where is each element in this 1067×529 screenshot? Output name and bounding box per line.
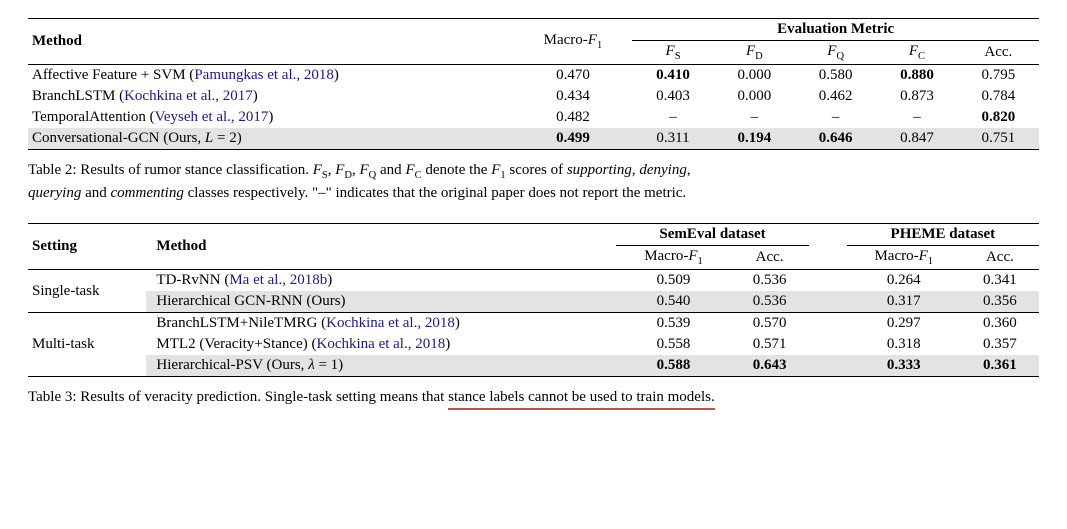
table-row: Multi-taskBranchLSTM+NileTMRG (Kochkina …: [28, 313, 1039, 335]
value-cell: 0.570: [731, 313, 809, 335]
t2-eval-header: Evaluation Metric: [632, 19, 1039, 41]
value-cell: 0.536: [731, 270, 809, 292]
spacer-cell: [809, 291, 847, 313]
spacer-cell: [809, 334, 847, 355]
value-cell: 0.360: [961, 313, 1039, 335]
t3-s-acc: Acc.: [731, 246, 809, 270]
value-cell: 0.643: [731, 355, 809, 377]
method-cell: MTL2 (Veracity+Stance) (Kochkina et al.,…: [146, 334, 616, 355]
table-3-caption: Table 3: Results of veracity prediction.…: [28, 387, 1039, 409]
method-cell: TemporalAttention (Veyseh et al., 2017): [28, 107, 514, 128]
table-2: Method Macro-F1 Evaluation Metric FS FD …: [28, 18, 1039, 150]
setting-cell: Multi-task: [28, 313, 146, 377]
table-3: Setting Method SemEval dataset PHEME dat…: [28, 223, 1039, 377]
t2-fq-header: FQ: [795, 41, 876, 65]
value-cell: 0.317: [847, 291, 961, 313]
value-cell: 0.751: [958, 128, 1039, 150]
value-cell: 0.540: [616, 291, 730, 313]
table-row: MTL2 (Veracity+Stance) (Kochkina et al.,…: [28, 334, 1039, 355]
value-cell: 0.356: [961, 291, 1039, 313]
method-cell: Affective Feature + SVM (Pamungkas et al…: [28, 65, 514, 87]
table-row: TemporalAttention (Veyseh et al., 2017)0…: [28, 107, 1039, 128]
value-cell: 0.462: [795, 86, 876, 107]
setting-cell: Single-task: [28, 270, 146, 313]
spacer-cell: [809, 270, 847, 292]
value-cell: 0.311: [632, 128, 713, 150]
value-cell: 0.297: [847, 313, 961, 335]
value-cell: 0.341: [961, 270, 1039, 292]
value-cell: 0.499: [514, 128, 633, 150]
t2-method-header: Method: [28, 19, 514, 65]
value-cell: –: [632, 107, 713, 128]
value-cell: –: [795, 107, 876, 128]
t2-fd-header: FD: [714, 41, 795, 65]
spacer-cell: [809, 355, 847, 377]
method-cell: Hierarchical GCN-RNN (Ours): [146, 291, 616, 313]
value-cell: 0.784: [958, 86, 1039, 107]
method-cell: BranchLSTM (Kochkina et al., 2017): [28, 86, 514, 107]
t2-fs-header: FS: [632, 41, 713, 65]
table-row: Hierarchical-PSV (Ours, λ = 1)0.5880.643…: [28, 355, 1039, 377]
value-cell: 0.820: [958, 107, 1039, 128]
value-cell: 0.000: [714, 86, 795, 107]
value-cell: 0.264: [847, 270, 961, 292]
value-cell: 0.357: [961, 334, 1039, 355]
value-cell: 0.333: [847, 355, 961, 377]
value-cell: 0.361: [961, 355, 1039, 377]
value-cell: –: [714, 107, 795, 128]
method-cell: Conversational-GCN (Ours, L = 2): [28, 128, 514, 150]
value-cell: 0.558: [616, 334, 730, 355]
value-cell: 0.509: [616, 270, 730, 292]
value-cell: 0.470: [514, 65, 633, 87]
t2-macro-header: Macro-F1: [514, 19, 633, 65]
value-cell: 0.847: [876, 128, 957, 150]
value-cell: –: [876, 107, 957, 128]
t3-pheme-header: PHEME dataset: [847, 224, 1039, 246]
table-2-caption: Table 2: Results of rumor stance classif…: [28, 160, 1039, 203]
value-cell: 0.482: [514, 107, 633, 128]
value-cell: 0.580: [795, 65, 876, 87]
table-row: Affective Feature + SVM (Pamungkas et al…: [28, 65, 1039, 87]
value-cell: 0.000: [714, 65, 795, 87]
value-cell: 0.795: [958, 65, 1039, 87]
t2-fc-header: FC: [876, 41, 957, 65]
t3-s-macro: Macro-F1: [616, 246, 730, 270]
t3-p-macro: Macro-F1: [847, 246, 961, 270]
t3-method-header: Method: [146, 224, 616, 270]
value-cell: 0.410: [632, 65, 713, 87]
value-cell: 0.880: [876, 65, 957, 87]
value-cell: 0.646: [795, 128, 876, 150]
value-cell: 0.318: [847, 334, 961, 355]
t3-p-acc: Acc.: [961, 246, 1039, 270]
table-row: BranchLSTM (Kochkina et al., 2017)0.4340…: [28, 86, 1039, 107]
value-cell: 0.539: [616, 313, 730, 335]
method-cell: Hierarchical-PSV (Ours, λ = 1): [146, 355, 616, 377]
method-cell: BranchLSTM+NileTMRG (Kochkina et al., 20…: [146, 313, 616, 335]
value-cell: 0.403: [632, 86, 713, 107]
table-row: Hierarchical GCN-RNN (Ours)0.5400.536 0.3…: [28, 291, 1039, 313]
value-cell: 0.588: [616, 355, 730, 377]
t2-acc-header: Acc.: [958, 41, 1039, 65]
spacer-cell: [809, 313, 847, 335]
value-cell: 0.873: [876, 86, 957, 107]
table-row: Single-taskTD-RvNN (Ma et al., 2018b)0.5…: [28, 270, 1039, 292]
t3-semeval-header: SemEval dataset: [616, 224, 808, 246]
value-cell: 0.434: [514, 86, 633, 107]
method-cell: TD-RvNN (Ma et al., 2018b): [146, 270, 616, 292]
t3-setting-header: Setting: [28, 224, 146, 270]
value-cell: 0.571: [731, 334, 809, 355]
value-cell: 0.194: [714, 128, 795, 150]
value-cell: 0.536: [731, 291, 809, 313]
table-row: Conversational-GCN (Ours, L = 2)0.4990.3…: [28, 128, 1039, 150]
